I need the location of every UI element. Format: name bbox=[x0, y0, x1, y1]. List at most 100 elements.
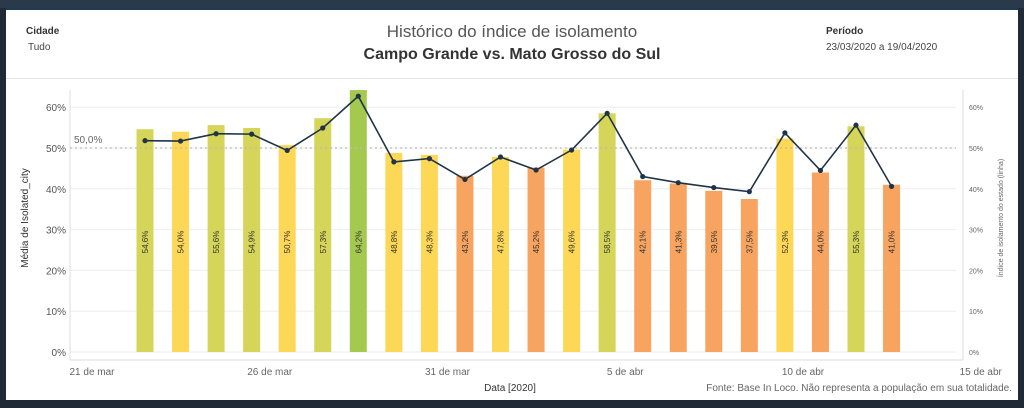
x-tick-label: 10 de abr bbox=[782, 367, 825, 378]
periodo-filter-value[interactable]: 23/03/2020 a 19/04/2020 bbox=[826, 42, 938, 53]
line-point bbox=[462, 176, 468, 183]
bar bbox=[669, 183, 687, 352]
y2-tick-label: 50% bbox=[969, 146, 983, 153]
cidade-filter-label: Cidade bbox=[26, 26, 60, 37]
y-tick-label: 30% bbox=[46, 226, 66, 237]
line-point bbox=[320, 125, 326, 131]
y-tick-label: 40% bbox=[46, 185, 66, 196]
y-tick-label: 0% bbox=[52, 348, 67, 359]
line-point bbox=[533, 167, 539, 173]
bar bbox=[705, 190, 723, 352]
y2-axis-title: Índice de isolamento do estado (linha) bbox=[996, 159, 1005, 277]
line-point bbox=[675, 180, 681, 186]
bar-value-label: 37,5% bbox=[745, 231, 754, 254]
x-tick-label: 31 de mar bbox=[425, 367, 471, 378]
bar bbox=[172, 131, 190, 352]
y2-tick-label: 40% bbox=[969, 187, 983, 194]
bar-value-label: 64,2% bbox=[354, 231, 363, 254]
bar bbox=[598, 113, 616, 352]
isolation-chart: 0% 10% 20% 30% 40% 50% 60% 0% 10% 20% 30% 40% 50% 60… bbox=[20, 90, 1012, 394]
bar-value-label: 48,8% bbox=[390, 231, 399, 254]
bar bbox=[420, 154, 438, 352]
line-point bbox=[249, 131, 255, 137]
top-strip bbox=[0, 0, 1024, 8]
x-tick-label: 15 de abr bbox=[960, 367, 1003, 378]
y2-tick-label: 60% bbox=[969, 105, 983, 112]
line-point bbox=[569, 147, 575, 153]
y-axis-right: 0% 10% 20% 30% 40% 50% 60% bbox=[969, 105, 983, 357]
bar bbox=[776, 138, 794, 352]
cidade-filter-value[interactable]: Tudo bbox=[28, 42, 51, 53]
bar-value-label: 44,0% bbox=[816, 231, 825, 254]
bar-value-label: 39,5% bbox=[710, 231, 719, 254]
line-point bbox=[782, 130, 788, 136]
y-axis-left: 0% 10% 20% 30% 40% 50% 60% bbox=[46, 103, 66, 359]
bar bbox=[314, 118, 332, 352]
line-point bbox=[711, 184, 717, 191]
reference-line-label: 50,0% bbox=[74, 135, 102, 146]
line-point bbox=[355, 93, 361, 99]
bar-value-label: 57,3% bbox=[319, 231, 328, 254]
grid-lines bbox=[69, 90, 964, 361]
bar-value-label: 55,3% bbox=[852, 231, 861, 254]
bar-value-label: 50,7% bbox=[283, 231, 292, 254]
y2-tick-label: 0% bbox=[969, 350, 979, 357]
bar bbox=[634, 180, 652, 352]
bar bbox=[847, 126, 865, 352]
y2-tick-label: 20% bbox=[969, 268, 983, 275]
line-point bbox=[391, 159, 397, 165]
line-point bbox=[213, 131, 219, 137]
bar bbox=[527, 167, 545, 352]
y-tick-label: 60% bbox=[46, 103, 66, 114]
dashboard-header: Cidade Tudo Histórico do índice de isola… bbox=[6, 10, 1018, 78]
state-line bbox=[144, 94, 893, 193]
state-line-series bbox=[142, 93, 895, 195]
bar bbox=[385, 152, 403, 352]
bar-value-label: 45,2% bbox=[532, 231, 541, 254]
line-point bbox=[142, 138, 148, 144]
periodo-filter-label: Período bbox=[826, 26, 864, 37]
bar bbox=[883, 184, 901, 352]
bar-value-label: 54,9% bbox=[248, 231, 257, 254]
bar-value-label: 41,0% bbox=[888, 231, 897, 254]
bar bbox=[243, 128, 261, 352]
chart-subtitle: Campo Grande vs. Mato Grosso do Sul bbox=[363, 46, 661, 63]
bar bbox=[456, 175, 474, 352]
bar bbox=[207, 125, 225, 352]
x-axis-title: Data [2020] bbox=[484, 383, 536, 394]
bar bbox=[492, 156, 509, 352]
bar-value-label: 48,3% bbox=[425, 231, 434, 254]
line-point bbox=[888, 183, 895, 189]
line-point bbox=[746, 189, 752, 195]
bar-value-label: 42,1% bbox=[639, 231, 648, 254]
line-point bbox=[604, 110, 610, 116]
x-tick-label: 21 de mar bbox=[69, 367, 115, 378]
line-point bbox=[817, 167, 824, 174]
line-point bbox=[177, 138, 184, 144]
bars: 54,6% 54,0% 55,6% 54,9% 50,7% 57,3% 64,2% 48,8%… bbox=[136, 90, 901, 353]
bar-value-label: 54,0% bbox=[177, 231, 186, 254]
bar-value-label: 54,6% bbox=[141, 231, 150, 254]
bar bbox=[278, 145, 296, 352]
reference-line: 50,0% bbox=[70, 135, 956, 149]
y-tick-label: 20% bbox=[46, 266, 66, 277]
source-note: Fonte: Base In Loco. Não representa a po… bbox=[706, 383, 1012, 394]
y-tick-label: 10% bbox=[46, 307, 66, 318]
bar bbox=[136, 129, 154, 352]
bar-value-label: 55,6% bbox=[212, 231, 221, 254]
y-tick-label: 50% bbox=[46, 144, 66, 155]
x-axis: 21 de mar 26 de mar 31 de mar 5 de abr 10 de… bbox=[69, 367, 1002, 378]
bar-value-label: 52,3% bbox=[781, 231, 790, 254]
chart-title: Histórico do índice de isolamento bbox=[386, 22, 638, 41]
line-point bbox=[426, 156, 432, 162]
line-point bbox=[853, 122, 859, 128]
y-axis-title: Média de Isolated_city bbox=[20, 168, 31, 268]
bar-value-label: 58,5% bbox=[603, 231, 612, 254]
bar-value-label: 43,2% bbox=[461, 231, 470, 254]
line-point bbox=[640, 173, 646, 180]
bar-value-label: 47,8% bbox=[497, 231, 506, 254]
bar-value-label: 41,3% bbox=[674, 231, 683, 254]
line-point bbox=[497, 154, 504, 160]
bar-value-label: 49,6% bbox=[568, 231, 577, 254]
y2-tick-label: 30% bbox=[969, 228, 983, 235]
